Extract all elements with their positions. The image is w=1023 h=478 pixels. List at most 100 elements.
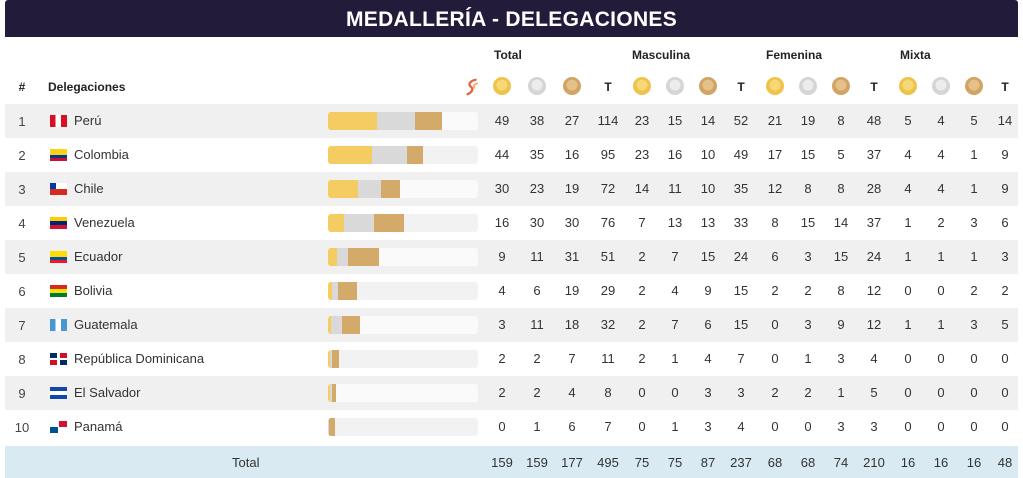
stat-cell: 11 xyxy=(668,181,682,196)
stat-cell: 14 xyxy=(833,215,849,230)
rank-cell: 9 xyxy=(18,386,26,401)
total-stat-cell: 68 xyxy=(767,455,783,470)
stat-cell: 0 xyxy=(937,283,945,298)
stat-cell: 5 xyxy=(970,113,978,128)
bronze-medal-icon[interactable] xyxy=(699,77,717,95)
gold-medal-icon[interactable] xyxy=(493,77,511,95)
rank-cell: 2 xyxy=(18,148,26,163)
total-mixta-header[interactable]: T xyxy=(1001,80,1009,94)
gold-segment xyxy=(328,282,332,300)
stat-cell: 2 xyxy=(804,385,812,400)
stat-cell: 23 xyxy=(634,113,650,128)
stat-cell: 7 xyxy=(737,351,745,366)
stat-cell: 31 xyxy=(564,249,580,264)
stat-cell: 4 xyxy=(937,147,945,162)
delegation-name[interactable]: Colombia xyxy=(74,147,129,162)
stat-cell: 0 xyxy=(970,419,978,434)
total-stat-cell: 75 xyxy=(667,455,683,470)
stat-cell: 3 xyxy=(870,419,878,434)
stat-cell: 1 xyxy=(970,249,978,264)
stat-cell: 0 xyxy=(638,419,646,434)
flag-panama-icon xyxy=(50,421,67,433)
delegation-name[interactable]: Venezuela xyxy=(74,215,135,230)
gold-medal-icon[interactable] xyxy=(766,77,784,95)
stat-cell: 0 xyxy=(904,283,912,298)
stat-cell: 15 xyxy=(733,317,749,332)
stat-cell: 0 xyxy=(771,419,779,434)
stat-cell: 3 xyxy=(737,385,745,400)
table-row[interactable]: 9 El Salvador 2 2 4 8 0 0 3 3 2 2 1 5 0 0 0 0 xyxy=(5,376,1018,410)
gold-segment xyxy=(328,248,337,266)
total-stat-cell: 237 xyxy=(730,455,752,470)
table-row[interactable]: 1 Perú 49 38 27 114 23 15 14 52 21 19 8 48 5 4 5 14 xyxy=(5,104,1018,138)
stat-cell: 9 xyxy=(1001,147,1009,162)
table-row[interactable]: 7 Guatemala 3 11 18 32 2 7 6 15 0 3 9 12 1 1 3 5 xyxy=(5,308,1018,342)
table-row[interactable]: 3 Chile 30 23 19 72 14 11 10 35 12 8 8 28 4 4 1 9 xyxy=(5,172,1018,206)
total-total-header[interactable]: T xyxy=(604,80,612,94)
stat-cell: 0 xyxy=(671,385,679,400)
stat-cell: 0 xyxy=(804,419,812,434)
stat-cell: 48 xyxy=(866,113,882,128)
stat-cell: 0 xyxy=(970,385,978,400)
stat-cell: 15 xyxy=(800,215,816,230)
stat-cell: 3 xyxy=(804,249,812,264)
gold-medal-icon[interactable] xyxy=(899,77,917,95)
stat-cell: 3 xyxy=(1001,249,1009,264)
table-row[interactable]: 6 Bolivia 4 6 19 29 2 4 9 15 2 2 8 12 0 0 2 2 xyxy=(5,274,1018,308)
stat-cell: 8 xyxy=(837,283,845,298)
delegation-name[interactable]: Guatemala xyxy=(74,317,138,332)
bronze-medal-icon[interactable] xyxy=(832,77,850,95)
stat-cell: 1 xyxy=(904,215,912,230)
stat-cell: 8 xyxy=(804,181,812,196)
stat-cell: 2 xyxy=(498,385,506,400)
stat-cell: 24 xyxy=(733,249,749,264)
total-masculina-header[interactable]: T xyxy=(737,80,745,94)
gold-segment xyxy=(328,180,358,198)
delegation-header[interactable]: Delegaciones xyxy=(48,80,126,94)
stat-cell: 52 xyxy=(733,113,749,128)
table-row[interactable]: 10 Panamá 0 1 6 7 0 1 3 4 0 0 3 3 0 0 0 0 xyxy=(5,410,1018,444)
delegation-name[interactable]: Perú xyxy=(74,113,102,128)
stat-cell: 0 xyxy=(638,385,646,400)
silver-medal-icon[interactable] xyxy=(932,77,950,95)
bronze-medal-icon[interactable] xyxy=(965,77,983,95)
stat-cell: 0 xyxy=(1001,351,1009,366)
delegation-name[interactable]: Ecuador xyxy=(74,249,123,264)
bronze-segment xyxy=(415,112,442,130)
table-row[interactable]: 8 República Dominicana 2 2 7 11 2 1 4 7 0 1 3 4 0 0 0 0 xyxy=(5,342,1018,376)
stat-cell: 23 xyxy=(529,181,545,196)
total-femenina-header[interactable]: T xyxy=(870,80,878,94)
silver-segment xyxy=(358,180,381,198)
total-stat-cell: 16 xyxy=(966,455,982,470)
gold-medal-icon[interactable] xyxy=(633,77,651,95)
rank-cell: 7 xyxy=(18,318,26,333)
silver-segment xyxy=(332,282,338,300)
silver-medal-icon[interactable] xyxy=(666,77,684,95)
bronze-segment xyxy=(329,418,335,436)
stat-cell: 1 xyxy=(970,181,978,196)
delegation-name[interactable]: Chile xyxy=(74,181,104,196)
delegation-name[interactable]: Bolivia xyxy=(74,283,113,298)
flag-venezuela-icon xyxy=(50,217,67,229)
stat-cell: 6 xyxy=(1001,215,1009,230)
delegation-name[interactable]: El Salvador xyxy=(74,385,141,400)
stat-cell: 1 xyxy=(937,317,945,332)
stat-cell: 76 xyxy=(600,215,616,230)
silver-medal-icon[interactable] xyxy=(799,77,817,95)
delegation-name[interactable]: Panamá xyxy=(74,419,123,434)
stat-cell: 14 xyxy=(997,113,1013,128)
stat-cell: 15 xyxy=(700,249,716,264)
table-row[interactable]: 4 Venezuela 16 30 30 76 7 13 13 33 8 15 14 37 1 2 3 6 xyxy=(5,206,1018,240)
stat-cell: 4 xyxy=(904,181,912,196)
rank-cell: 3 xyxy=(18,182,26,197)
total-stat-cell: 74 xyxy=(833,455,849,470)
table-row[interactable]: 2 Colombia 44 35 16 95 23 16 10 49 17 15 5 37 4 4 1 9 xyxy=(5,138,1018,172)
table-row[interactable]: 5 Ecuador 9 11 31 51 2 7 15 24 6 3 15 24 1 1 1 3 xyxy=(5,240,1018,274)
gold-segment xyxy=(328,316,331,334)
silver-medal-icon[interactable] xyxy=(528,77,546,95)
delegation-name[interactable]: República Dominicana xyxy=(74,351,205,366)
group-mixta: Mixta xyxy=(900,48,931,62)
stat-cell: 8 xyxy=(837,181,845,196)
bronze-medal-icon[interactable] xyxy=(563,77,581,95)
bronze-segment xyxy=(348,248,379,266)
